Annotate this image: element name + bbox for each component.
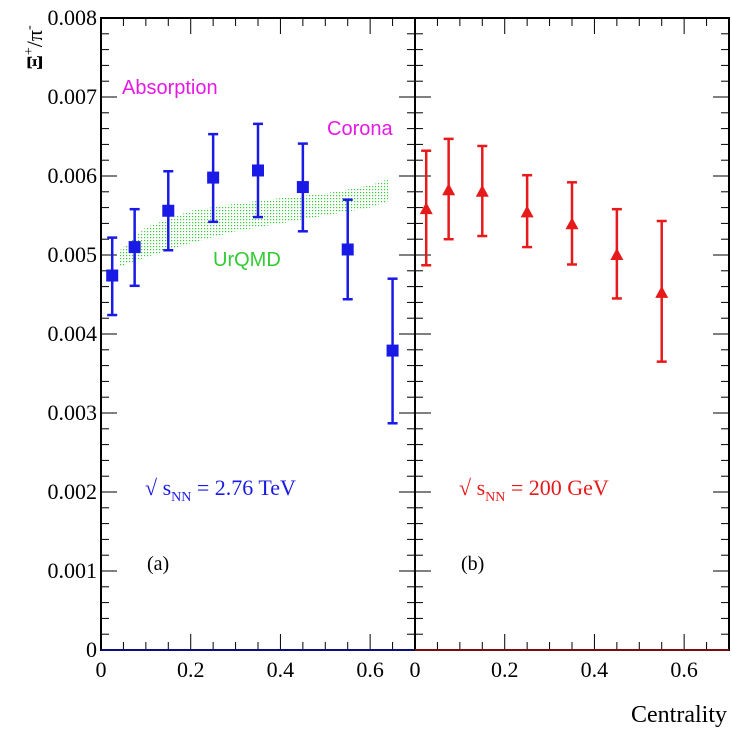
x-tick-label-b: 0.2 bbox=[491, 657, 519, 682]
urqmd-band bbox=[118, 179, 389, 267]
energy-label-a-sub: NN bbox=[171, 490, 191, 505]
energy-label-a-suffix: = 2.76 TeV bbox=[191, 475, 296, 500]
data-point bbox=[565, 217, 579, 230]
x-tick-label-b: 0.6 bbox=[670, 657, 698, 682]
panel-label-b: (b) bbox=[461, 553, 484, 575]
energy-label-b-sub: NN bbox=[485, 490, 505, 505]
energy-label-b: √ sNN = 200 GeV bbox=[459, 475, 609, 505]
y-axis-title-main: Ξ bbox=[22, 55, 47, 70]
data-point bbox=[296, 181, 309, 194]
y-tick-label: 0.008 bbox=[48, 5, 98, 30]
data-point bbox=[520, 205, 534, 218]
y-tick-label: 0.007 bbox=[48, 84, 98, 109]
data-point bbox=[162, 204, 175, 217]
energy-label-a-prefix: √ s bbox=[145, 475, 171, 500]
data-point bbox=[341, 243, 354, 256]
data-point bbox=[386, 344, 399, 357]
data-point bbox=[475, 184, 489, 197]
svg-text:Ξ+/π-: Ξ+/π- bbox=[22, 25, 47, 70]
x-tick-label-a: 0.6 bbox=[356, 657, 384, 682]
x-tick-label-b: 0.4 bbox=[581, 657, 609, 682]
data-point bbox=[207, 171, 220, 184]
y-tick-label: 0.002 bbox=[48, 479, 98, 504]
data-point bbox=[252, 164, 264, 177]
y-axis-title-sup2: - bbox=[22, 25, 37, 30]
x-tick-label-a: 0 bbox=[96, 657, 107, 682]
y-tick-label: 0.005 bbox=[48, 242, 98, 267]
y-tick-label: 0 bbox=[86, 637, 97, 662]
x-tick-label-a: 0.4 bbox=[267, 657, 295, 682]
energy-label-a: √ sNN = 2.76 TeV bbox=[145, 475, 296, 505]
y-axis-title: Ξ+/π- bbox=[22, 25, 47, 70]
absorption-label: Absorption bbox=[122, 77, 218, 99]
energy-label-b-suffix: = 200 GeV bbox=[505, 475, 609, 500]
x-tick-label-b: 0 bbox=[410, 657, 421, 682]
data-point bbox=[442, 183, 456, 196]
y-axis-title-sup1: + bbox=[22, 47, 37, 55]
corona-label: Corona bbox=[327, 118, 393, 140]
data-point bbox=[610, 248, 624, 260]
x-tick-label-a: 0.2 bbox=[177, 657, 205, 682]
y-tick-label: 0.001 bbox=[48, 558, 98, 583]
urqmd-label: UrQMD bbox=[213, 249, 281, 271]
panel-a: 0 0.2 0.4 0.6 0 0.001 0.002 0.003 0.004 0.005 0.00… bbox=[48, 5, 416, 682]
energy-label-b-prefix: √ s bbox=[459, 475, 485, 500]
data-point bbox=[106, 269, 119, 282]
panel-label-a: (a) bbox=[147, 553, 169, 575]
data-point bbox=[419, 202, 433, 215]
data-point bbox=[655, 285, 669, 298]
y-tick-label: 0.004 bbox=[48, 321, 98, 346]
y-tick-label: 0.006 bbox=[48, 163, 98, 188]
x-axis-title: Centrality bbox=[631, 702, 727, 728]
data-point bbox=[128, 241, 141, 254]
panel-b: 0 0.2 0.4 0.6 bbox=[410, 17, 730, 682]
y-tick-label: 0.003 bbox=[48, 400, 98, 425]
y-axis-title-slash: /π bbox=[22, 30, 47, 47]
